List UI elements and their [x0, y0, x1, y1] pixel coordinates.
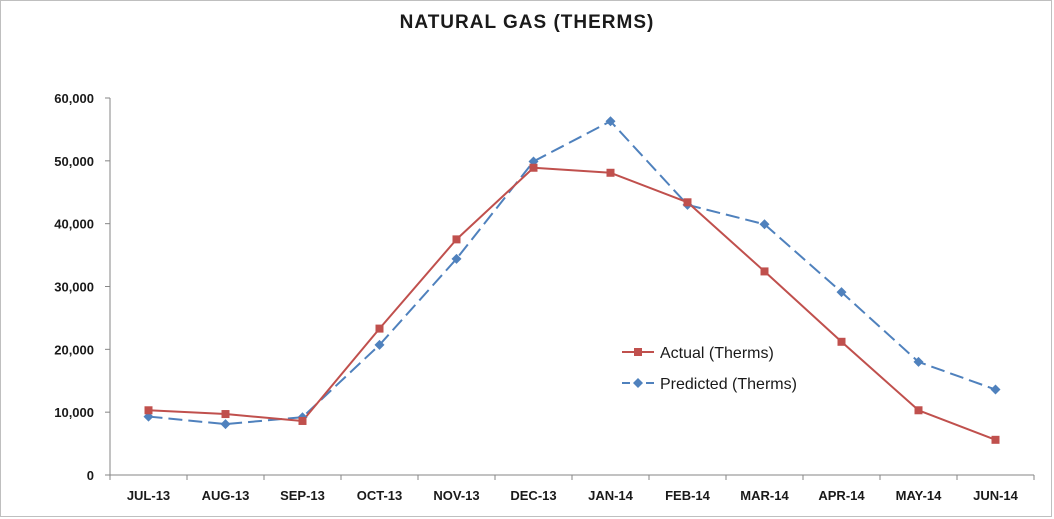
- data-point-actual: [683, 198, 692, 207]
- legend-label: Actual (Therms): [660, 345, 774, 362]
- x-tick-label: FEB-14: [665, 488, 711, 503]
- x-tick-label: SEP-13: [280, 488, 325, 503]
- x-tick-label: DEC-13: [510, 488, 556, 503]
- y-tick-label: 0: [87, 468, 94, 483]
- data-point-actual: [529, 163, 538, 172]
- x-tick-label: APR-14: [818, 488, 865, 503]
- legend-marker-actual: [634, 348, 642, 356]
- data-point-predicted: [451, 253, 462, 264]
- data-point-actual: [991, 435, 1000, 444]
- y-tick-label: 50,000: [54, 154, 94, 169]
- data-point-predicted: [220, 419, 231, 430]
- y-tick-label: 60,000: [54, 91, 94, 106]
- x-tick-label: AUG-13: [202, 488, 250, 503]
- data-point-actual: [298, 416, 307, 425]
- chart-title: NATURAL GAS (THERMS): [399, 12, 655, 33]
- legend-label: Predicted (Therms): [660, 376, 797, 393]
- data-point-actual: [452, 235, 461, 244]
- data-point-predicted: [374, 339, 385, 350]
- data-point-actual: [606, 168, 615, 177]
- data-point-predicted: [836, 287, 847, 298]
- y-tick-label: 20,000: [54, 342, 94, 357]
- x-tick-label: JUL-13: [127, 488, 170, 503]
- y-tick-label: 10,000: [54, 405, 94, 420]
- data-point-actual: [837, 337, 846, 346]
- data-point-actual: [375, 324, 384, 333]
- data-point-predicted: [759, 219, 770, 230]
- data-point-actual: [221, 410, 230, 419]
- x-tick-label: NOV-13: [433, 488, 479, 503]
- data-point-actual: [914, 406, 923, 415]
- data-point-predicted: [605, 116, 616, 127]
- x-tick-label: OCT-13: [357, 488, 403, 503]
- data-point-predicted: [913, 356, 924, 367]
- x-tick-label: JAN-14: [588, 488, 634, 503]
- y-tick-label: 40,000: [54, 217, 94, 232]
- data-point-predicted: [990, 384, 1001, 395]
- x-tick-label: JUN-14: [973, 488, 1019, 503]
- x-tick-label: MAR-14: [740, 488, 789, 503]
- data-point-actual: [144, 406, 153, 415]
- series-line-predicted: [148, 120, 996, 426]
- legend-marker-predicted: [633, 378, 643, 388]
- y-tick-label: 30,000: [54, 280, 94, 295]
- x-tick-label: MAY-14: [896, 488, 943, 503]
- series-line-actual: [148, 166, 996, 441]
- data-point-actual: [760, 267, 769, 276]
